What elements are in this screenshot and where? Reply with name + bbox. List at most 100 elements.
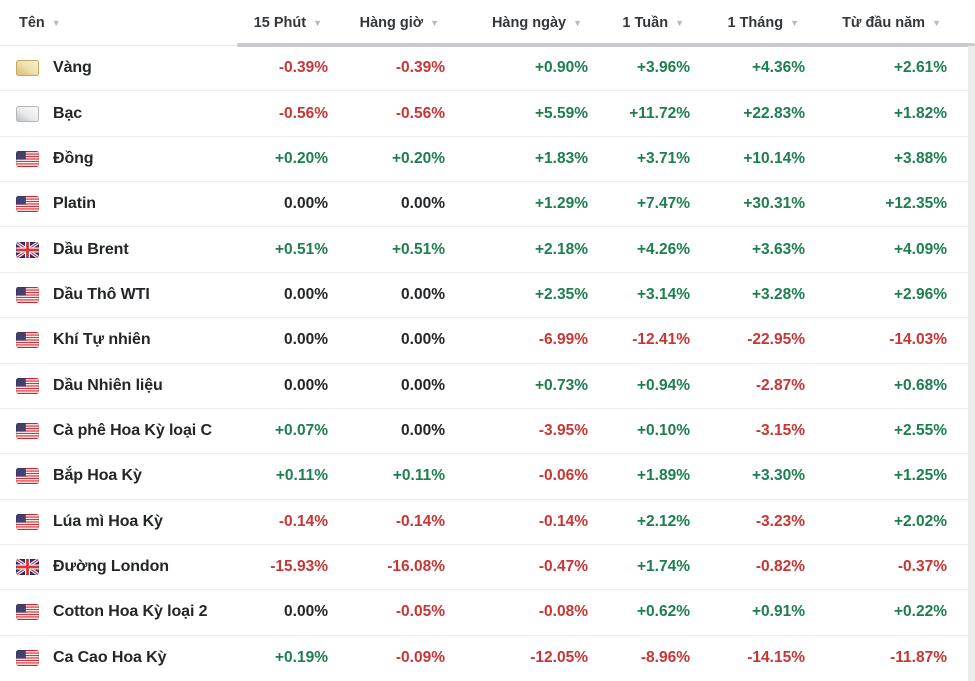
- uk-flag-icon: [16, 559, 39, 576]
- change-15min: 0.00%: [284, 376, 328, 394]
- commodity-name-cell: Khí Tự nhiên: [0, 318, 237, 362]
- change-15min: +0.07%: [274, 422, 328, 440]
- commodity-name: Cà phê Hoa Kỳ loại C: [53, 422, 212, 440]
- change-daily: -6.99%: [538, 331, 588, 349]
- change-1week: +3.96%: [636, 59, 690, 77]
- change-1month: +3.30%: [751, 467, 805, 485]
- commodity-name-cell: Dầu Nhiên liệu: [0, 364, 237, 408]
- table-row[interactable]: Platin 0.00% 0.00% +1.29% +7.47% +30.31%…: [0, 182, 975, 228]
- sort-arrow-icon: ▼: [790, 18, 799, 28]
- commodity-name-cell: Vàng: [0, 46, 237, 90]
- column-header-label: Hàng giờ: [359, 14, 424, 31]
- table-row[interactable]: Dầu Brent +0.51% +0.51% +2.18% +4.26% +3…: [0, 227, 975, 273]
- commodity-name-cell: Platin: [0, 182, 237, 226]
- table-row[interactable]: Cotton Hoa Kỳ loại 2 0.00% -0.05% -0.08%…: [0, 590, 975, 636]
- commodity-name: Vàng: [53, 59, 92, 77]
- change-1week: +0.62%: [636, 603, 690, 621]
- change-1week: -12.41%: [632, 331, 690, 349]
- silver-bar-icon: [16, 105, 39, 122]
- commodity-name: Ca Cao Hoa Kỳ: [53, 649, 167, 667]
- column-header-1-month[interactable]: 1 Tháng ▼: [690, 0, 805, 45]
- change-daily: -0.08%: [538, 603, 588, 621]
- table-row[interactable]: Bắp Hoa Kỳ +0.11% +0.11% -0.06% +1.89% +…: [0, 454, 975, 500]
- change-hourly: 0.00%: [401, 422, 445, 440]
- change-15min: -0.56%: [278, 104, 328, 122]
- table-row[interactable]: Ca Cao Hoa Kỳ +0.19% -0.09% -12.05% -8.9…: [0, 636, 975, 681]
- column-header-15-minutes[interactable]: 15 Phút ▼: [237, 0, 328, 45]
- change-ytd: +1.25%: [893, 467, 947, 485]
- change-15min: -0.39%: [278, 59, 328, 77]
- commodity-name-cell: Đường London: [0, 545, 237, 589]
- us-flag-icon: [16, 468, 39, 485]
- change-hourly: +0.11%: [392, 467, 445, 485]
- sort-arrow-icon: ▼: [675, 18, 684, 28]
- change-15min: +0.19%: [274, 649, 328, 667]
- table-row[interactable]: Cà phê Hoa Kỳ loại C +0.07% 0.00% -3.95%…: [0, 409, 975, 455]
- table-row[interactable]: Vàng -0.39% -0.39% +0.90% +3.96% +4.36% …: [0, 46, 975, 92]
- change-15min: +0.20%: [274, 149, 328, 167]
- commodity-name-cell: Dầu Brent: [0, 227, 237, 271]
- commodity-name: Đường London: [53, 558, 169, 576]
- column-header-1-week[interactable]: 1 Tuần ▼: [588, 0, 690, 45]
- commodity-name: Dầu Brent: [53, 240, 129, 258]
- change-hourly: -0.56%: [395, 104, 445, 122]
- change-daily: -0.47%: [538, 558, 588, 576]
- change-1month: +0.91%: [751, 603, 805, 621]
- change-1week: +0.10%: [636, 422, 690, 440]
- change-ytd: +1.82%: [893, 104, 947, 122]
- us-flag-icon: [16, 604, 39, 621]
- commodity-name-cell: Dầu Thô WTI: [0, 273, 237, 317]
- change-hourly: -0.14%: [395, 512, 445, 530]
- table-row[interactable]: Bạc -0.56% -0.56% +5.59% +11.72% +22.83%…: [0, 91, 975, 137]
- change-1month: -3.15%: [755, 422, 805, 440]
- change-1week: +1.74%: [636, 558, 690, 576]
- sort-arrow-icon: ▼: [573, 18, 582, 28]
- column-header-label: Hàng ngày: [491, 14, 567, 31]
- change-daily: -3.95%: [538, 422, 588, 440]
- change-ytd: +3.88%: [893, 149, 947, 167]
- uk-flag-icon: [16, 241, 39, 258]
- change-1week: +2.12%: [636, 512, 690, 530]
- header-underline: [237, 43, 975, 47]
- sort-arrow-icon: ▼: [313, 18, 322, 28]
- table-row[interactable]: Đồng +0.20% +0.20% +1.83% +3.71% +10.14%…: [0, 137, 975, 183]
- column-header-ytd[interactable]: Từ đầu năm ▼: [805, 0, 947, 45]
- column-header-name-label: Tên: [19, 14, 45, 31]
- change-15min: 0.00%: [284, 285, 328, 303]
- table-row[interactable]: Lúa mì Hoa Kỳ -0.14% -0.14% -0.14% +2.12…: [0, 500, 975, 545]
- change-daily: +1.29%: [534, 195, 588, 213]
- change-1month: -2.87%: [755, 376, 805, 394]
- commodity-name: Khí Tự nhiên: [53, 331, 151, 349]
- change-ytd: +2.61%: [893, 59, 947, 77]
- column-header-hourly[interactable]: Hàng giờ ▼: [328, 0, 445, 45]
- table-row[interactable]: Dầu Nhiên liệu 0.00% 0.00% +0.73% +0.94%…: [0, 364, 975, 409]
- change-hourly: -16.08%: [387, 558, 445, 576]
- commodity-name: Dầu Thô WTI: [53, 285, 150, 303]
- us-flag-icon: [16, 150, 39, 167]
- vertical-scrollbar[interactable]: [968, 46, 975, 681]
- column-header-label: 1 Tuần: [622, 14, 669, 31]
- sort-arrow-icon: ▼: [51, 18, 61, 28]
- change-1week: -8.96%: [640, 649, 690, 667]
- commodity-name: Đồng: [53, 149, 94, 167]
- table-row[interactable]: Đường London -15.93% -16.08% -0.47% +1.7…: [0, 545, 975, 591]
- column-header-daily[interactable]: Hàng ngày ▼: [445, 0, 588, 45]
- commodity-name-cell: Cà phê Hoa Kỳ loại C: [0, 409, 237, 453]
- table-header: Tên ▼ 15 Phút ▼ Hàng giờ ▼ Hàng ngày ▼ 1…: [0, 0, 975, 47]
- change-1month: -3.23%: [755, 512, 805, 530]
- table-row[interactable]: Dầu Thô WTI 0.00% 0.00% +2.35% +3.14% +3…: [0, 273, 975, 319]
- change-ytd: +2.55%: [893, 422, 947, 440]
- commodity-name-cell: Lúa mì Hoa Kỳ: [0, 500, 237, 544]
- us-flag-icon: [16, 513, 39, 530]
- change-1week: +1.89%: [636, 467, 690, 485]
- us-flag-icon: [16, 332, 39, 349]
- change-1month: -14.15%: [747, 649, 805, 667]
- change-1month: +30.31%: [743, 195, 805, 213]
- column-header-label: 15 Phút: [253, 14, 307, 31]
- change-hourly: -0.05%: [395, 603, 445, 621]
- change-15min: +0.11%: [275, 467, 328, 485]
- column-header-name[interactable]: Tên ▼: [0, 0, 237, 45]
- sort-arrow-icon: ▼: [932, 18, 941, 28]
- table-row[interactable]: Khí Tự nhiên 0.00% 0.00% -6.99% -12.41% …: [0, 318, 975, 364]
